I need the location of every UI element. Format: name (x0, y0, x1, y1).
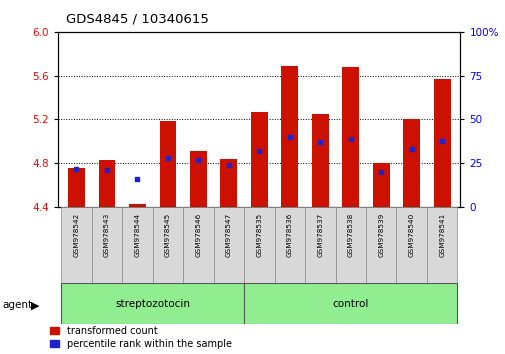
Text: GSM978546: GSM978546 (195, 213, 201, 257)
Text: GSM978538: GSM978538 (347, 213, 353, 257)
Point (224, 162, 232, 168)
Point (103, 167, 111, 173)
Point (376, 169, 384, 175)
Text: GSM978547: GSM978547 (225, 213, 231, 257)
Bar (365, 207, 396, 283)
Bar (372, 163, 389, 207)
Bar (335, 207, 365, 283)
Bar (402, 119, 419, 207)
Bar (122, 207, 153, 283)
Text: ▶: ▶ (31, 300, 40, 310)
Text: GSM978542: GSM978542 (73, 213, 79, 257)
Text: GSM978536: GSM978536 (286, 213, 292, 257)
Bar (274, 207, 305, 283)
Bar (159, 121, 176, 207)
Bar (189, 151, 207, 207)
Text: streptozotocin: streptozotocin (115, 298, 190, 309)
Bar (281, 66, 297, 207)
Bar (243, 207, 274, 283)
Text: control: control (332, 298, 368, 309)
Text: GSM978539: GSM978539 (377, 213, 383, 257)
Bar (213, 207, 243, 283)
Legend: transformed count, percentile rank within the sample: transformed count, percentile rank withi… (50, 326, 231, 349)
Point (437, 138, 445, 143)
Point (285, 134, 293, 140)
Point (72, 166, 80, 171)
Text: GSM978537: GSM978537 (317, 213, 323, 257)
Bar (220, 159, 237, 207)
Bar (98, 160, 115, 207)
Bar (153, 207, 183, 283)
Text: GSM978543: GSM978543 (104, 213, 110, 257)
Bar (426, 207, 457, 283)
Bar (250, 112, 267, 207)
Point (316, 139, 324, 145)
Bar (61, 283, 243, 324)
Text: GSM978541: GSM978541 (438, 213, 444, 257)
Bar (183, 207, 213, 283)
Bar (396, 207, 426, 283)
Point (407, 147, 415, 152)
Text: agent: agent (3, 300, 33, 310)
Point (255, 148, 263, 154)
Text: GSM978535: GSM978535 (256, 213, 262, 257)
Point (133, 176, 141, 182)
Point (346, 136, 354, 142)
Bar (305, 207, 335, 283)
Text: GSM978544: GSM978544 (134, 213, 140, 257)
Bar (91, 207, 122, 283)
Bar (243, 283, 457, 324)
Bar (311, 114, 328, 207)
Text: GDS4845 / 10340615: GDS4845 / 10340615 (66, 12, 208, 25)
Bar (61, 207, 91, 283)
Text: GSM978545: GSM978545 (165, 213, 171, 257)
Point (194, 157, 202, 162)
Point (164, 155, 172, 161)
Bar (129, 204, 145, 207)
Bar (68, 168, 85, 207)
Bar (433, 79, 449, 207)
Text: GSM978540: GSM978540 (408, 213, 414, 257)
Bar (342, 67, 359, 207)
